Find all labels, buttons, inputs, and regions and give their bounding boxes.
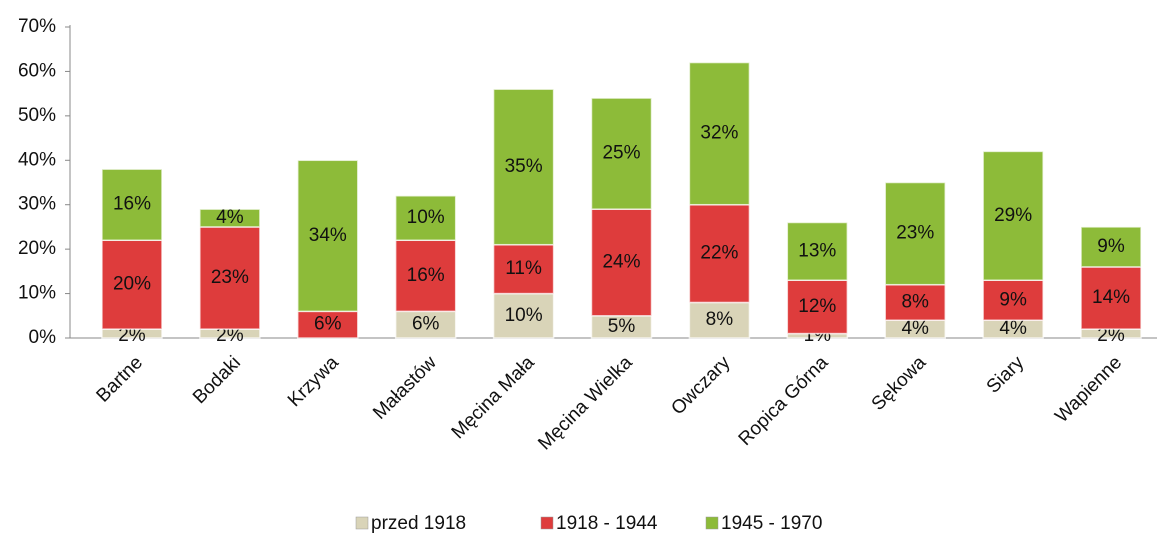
y-tick-label: 0% bbox=[29, 327, 57, 348]
y-tick-label: 70% bbox=[18, 16, 56, 37]
bar-segment bbox=[1080, 226, 1142, 268]
y-tick-label: 10% bbox=[18, 283, 56, 304]
value-label: 20% bbox=[113, 274, 151, 295]
value-label: 8% bbox=[901, 291, 929, 312]
bar-segment bbox=[101, 239, 163, 330]
bar-segment bbox=[492, 292, 555, 339]
bar-segment bbox=[688, 301, 751, 339]
y-tick-label: 30% bbox=[18, 194, 56, 215]
x-tick-label: Owczary bbox=[667, 352, 734, 419]
bar-segment bbox=[492, 88, 555, 246]
value-label: 10% bbox=[505, 305, 543, 326]
value-label: 25% bbox=[602, 143, 640, 164]
value-label: 4% bbox=[216, 207, 244, 228]
bar-segment bbox=[982, 150, 1044, 281]
y-tick-label: 20% bbox=[18, 238, 56, 259]
value-label: 23% bbox=[211, 267, 249, 288]
y-tick-label: 50% bbox=[18, 105, 56, 126]
x-tick-label: Męcina Wielka bbox=[534, 352, 637, 455]
value-label: 23% bbox=[896, 223, 934, 244]
bar-segment bbox=[688, 203, 751, 304]
legend-label: przed 1918 bbox=[371, 513, 466, 534]
value-label: 12% bbox=[798, 296, 836, 317]
value-label: 11% bbox=[505, 258, 542, 279]
legend-label: 1918 - 1944 bbox=[556, 513, 658, 534]
x-tick-label: Bartne bbox=[93, 352, 147, 406]
value-label: 10% bbox=[407, 207, 445, 228]
bar-segment bbox=[688, 61, 751, 206]
value-label: 22% bbox=[700, 243, 738, 264]
x-tick-label: Sękowa bbox=[868, 352, 931, 415]
value-label: 16% bbox=[113, 194, 151, 215]
value-label: 9% bbox=[1097, 236, 1125, 257]
value-label: 9% bbox=[999, 289, 1027, 310]
value-label: 2% bbox=[118, 325, 146, 346]
value-label: 8% bbox=[706, 309, 734, 330]
bar-segment bbox=[492, 243, 555, 295]
value-label: 4% bbox=[901, 318, 929, 339]
value-label: 35% bbox=[505, 156, 543, 177]
value-label: 14% bbox=[1092, 287, 1130, 308]
value-label: 34% bbox=[309, 225, 347, 246]
value-label: 5% bbox=[608, 316, 636, 337]
bar-segment bbox=[1080, 266, 1142, 330]
legend-swatch bbox=[355, 516, 369, 530]
value-label: 16% bbox=[407, 265, 445, 286]
value-label: 2% bbox=[216, 325, 244, 346]
value-label: 6% bbox=[412, 314, 440, 335]
value-label: 4% bbox=[999, 318, 1027, 339]
x-tick-label: Krzywa bbox=[284, 352, 343, 411]
bar-segment bbox=[394, 195, 457, 242]
bar-segment bbox=[101, 168, 163, 242]
bar-segment bbox=[297, 159, 359, 313]
value-label: 6% bbox=[314, 314, 342, 335]
y-tick-label: 60% bbox=[18, 60, 56, 81]
legend-swatch bbox=[540, 516, 554, 530]
x-tick-label: Ropica Górna bbox=[735, 352, 833, 450]
x-tick-label: Męcina Mała bbox=[448, 352, 539, 443]
legend-label: 1945 - 1970 bbox=[721, 513, 822, 534]
bar-segment bbox=[786, 279, 849, 335]
value-label: 29% bbox=[994, 205, 1032, 226]
bar-segment bbox=[884, 181, 946, 286]
y-tick-label: 40% bbox=[18, 149, 56, 170]
bar-segment bbox=[199, 208, 261, 228]
value-label: 13% bbox=[798, 240, 836, 261]
x-tick-label: Bodaki bbox=[189, 352, 245, 408]
value-label: 32% bbox=[700, 123, 738, 144]
x-tick-label: Małastów bbox=[369, 352, 441, 424]
legend-swatch bbox=[705, 516, 719, 530]
x-tick-label: Siary bbox=[983, 352, 1029, 398]
value-label: 24% bbox=[602, 251, 640, 272]
value-label: 2% bbox=[1097, 325, 1125, 346]
bar-segment bbox=[590, 97, 653, 210]
bar-segment bbox=[590, 208, 653, 317]
bar-segment bbox=[199, 226, 261, 330]
x-tick-label: Wapienne bbox=[1051, 352, 1126, 427]
bar-segment bbox=[786, 221, 849, 281]
